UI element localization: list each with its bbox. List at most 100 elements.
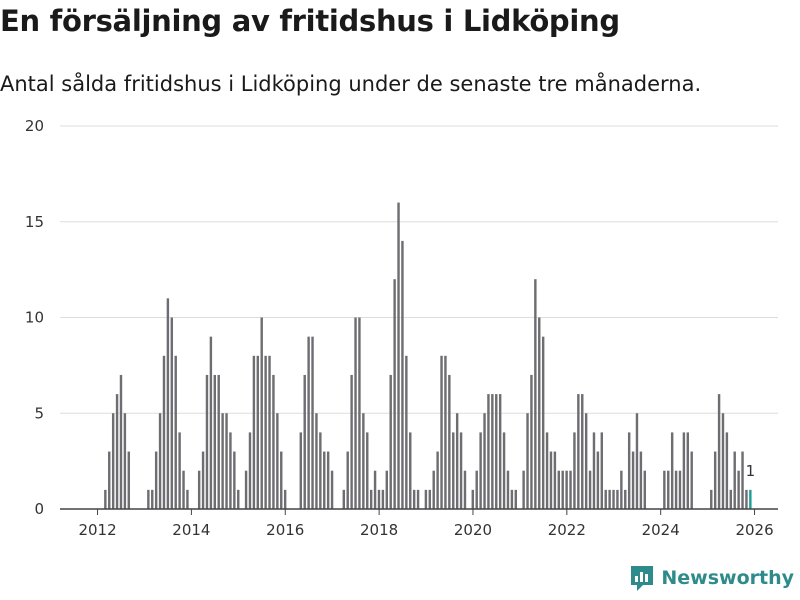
bar [514, 489, 518, 509]
bar [381, 489, 385, 509]
bar [596, 451, 600, 509]
bar [678, 470, 682, 509]
bar [639, 451, 643, 509]
bar [538, 317, 541, 509]
bar [526, 413, 529, 509]
bar [455, 413, 459, 509]
bar [745, 489, 748, 509]
bar [221, 413, 224, 509]
bar [561, 470, 564, 509]
bar [233, 451, 236, 509]
bar [154, 451, 158, 509]
bar [608, 489, 611, 509]
bar [600, 432, 604, 509]
bar [147, 489, 150, 509]
bar [350, 374, 353, 509]
bar [506, 470, 510, 509]
bar [674, 470, 678, 509]
bar [584, 413, 588, 509]
y-tick-label: 15 [25, 213, 44, 231]
bar [311, 336, 314, 509]
bar [366, 432, 369, 509]
bar [588, 470, 592, 509]
grid-lines [60, 125, 778, 414]
x-tick-label: 2026 [735, 521, 773, 539]
bar [205, 374, 209, 509]
latest-value-label: 1 [746, 462, 756, 480]
bar [577, 394, 580, 509]
bar [108, 451, 111, 509]
bar [170, 317, 174, 509]
x-tick-label: 2018 [360, 521, 398, 539]
bar [158, 413, 162, 509]
bar [667, 470, 670, 509]
bar [557, 470, 561, 509]
bar [409, 432, 412, 509]
bar [264, 355, 267, 509]
bar [405, 355, 408, 509]
bar [459, 432, 463, 509]
bar [201, 451, 205, 509]
bar [123, 413, 127, 509]
bar [319, 432, 322, 509]
bar [737, 470, 740, 509]
bar [397, 202, 400, 509]
bar [549, 451, 553, 509]
bar [323, 451, 326, 509]
bar [393, 279, 396, 509]
bar [272, 374, 275, 509]
bar [436, 451, 439, 509]
bar [342, 489, 346, 509]
bar [330, 470, 334, 509]
bar [620, 470, 623, 509]
chart-title: En försäljning av fritidshus i Lidköping [0, 4, 620, 38]
bar [710, 489, 713, 509]
bar [502, 432, 506, 509]
bar [104, 489, 107, 509]
bar [182, 470, 185, 509]
bar [416, 489, 420, 509]
bar [280, 451, 283, 509]
bar [483, 413, 486, 509]
bar [362, 413, 365, 509]
bar [373, 470, 377, 509]
bar [725, 432, 729, 509]
bar [428, 489, 432, 509]
bar [186, 489, 189, 509]
x-tick-label: 2022 [548, 521, 586, 539]
bar [670, 432, 674, 509]
brand-logo: Newsworthy [629, 564, 794, 592]
bar [463, 470, 467, 509]
bar [471, 489, 475, 509]
bar [377, 489, 381, 509]
bar [498, 394, 502, 509]
bar-chart: 0 5 10 15 20 2012 2014 2016 2018 2020 2022 2024 202… [25, 117, 778, 539]
bar [244, 470, 248, 509]
bar [663, 470, 666, 509]
bar [592, 432, 596, 509]
bar [522, 470, 525, 509]
bar [213, 374, 217, 509]
bar [385, 470, 389, 509]
y-tick-label: 10 [25, 309, 44, 327]
bar [495, 394, 498, 509]
bar [682, 432, 686, 509]
x-tick-label: 2012 [78, 521, 116, 539]
bar [448, 374, 451, 509]
bar [178, 432, 181, 509]
bar [166, 298, 170, 509]
bar [631, 451, 635, 509]
bar [115, 394, 119, 509]
bar [713, 451, 717, 509]
x-tick-label: 2016 [266, 521, 304, 539]
data-labels: 1 [746, 462, 756, 480]
bar [627, 432, 631, 509]
bar [248, 432, 252, 509]
bar [487, 394, 490, 509]
bar [127, 451, 131, 509]
bar [733, 451, 736, 509]
bar [424, 489, 428, 509]
bar [479, 432, 482, 509]
x-tick-label: 2024 [642, 521, 680, 539]
bar [604, 489, 607, 509]
